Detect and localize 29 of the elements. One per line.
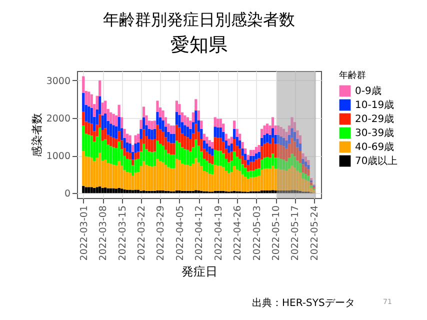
legend-label: 30-39歳 (355, 127, 394, 139)
y-tick-label: 3000 (46, 76, 70, 87)
x-axis-title: 発症日 (182, 264, 218, 279)
legend-label: 40-69歳 (355, 141, 394, 153)
y-tick-label: 2000 (46, 113, 70, 124)
chart-subtitle: 愛知県 (170, 34, 228, 56)
y-tick-label: 1000 (46, 151, 70, 162)
x-tick-label: 2022-05-10 (271, 206, 282, 261)
x-tick-label: 2022-05-03 (252, 206, 263, 261)
chart-title: 年齢群別発症日別感染者数 (103, 10, 295, 29)
legend-label: 0-9歳 (355, 85, 382, 97)
x-tick-label: 2022-04-12 (194, 206, 206, 261)
legend-label: 70歳以上 (355, 155, 398, 167)
x-tick-label: 2022-05-17 (290, 206, 302, 261)
x-tick-label: 2022-03-22 (136, 206, 148, 261)
y-axis-title: 感染者数 (30, 113, 44, 157)
x-tick-label: 2022-03-29 (156, 206, 167, 261)
legend-label: 20-29歳 (355, 113, 394, 125)
legend-label: 10-19歳 (355, 99, 394, 111)
x-tick-label: 2022-03-01 (78, 206, 90, 261)
x-tick-label: 2022-04-05 (174, 206, 186, 261)
legend-title: 年齢群 (339, 70, 366, 81)
x-tick-label: 2022-04-19 (213, 206, 224, 261)
x-tick-label: 2022-05-24 (309, 206, 320, 261)
x-tick-label: 2022-04-26 (232, 206, 244, 261)
x-tick-label: 2022-03-15 (117, 206, 128, 261)
y-tick-label: 0 (64, 188, 70, 200)
x-tick-label: 2022-03-08 (98, 206, 110, 261)
source-note: 出典：HER-SYSデータ (252, 296, 355, 310)
